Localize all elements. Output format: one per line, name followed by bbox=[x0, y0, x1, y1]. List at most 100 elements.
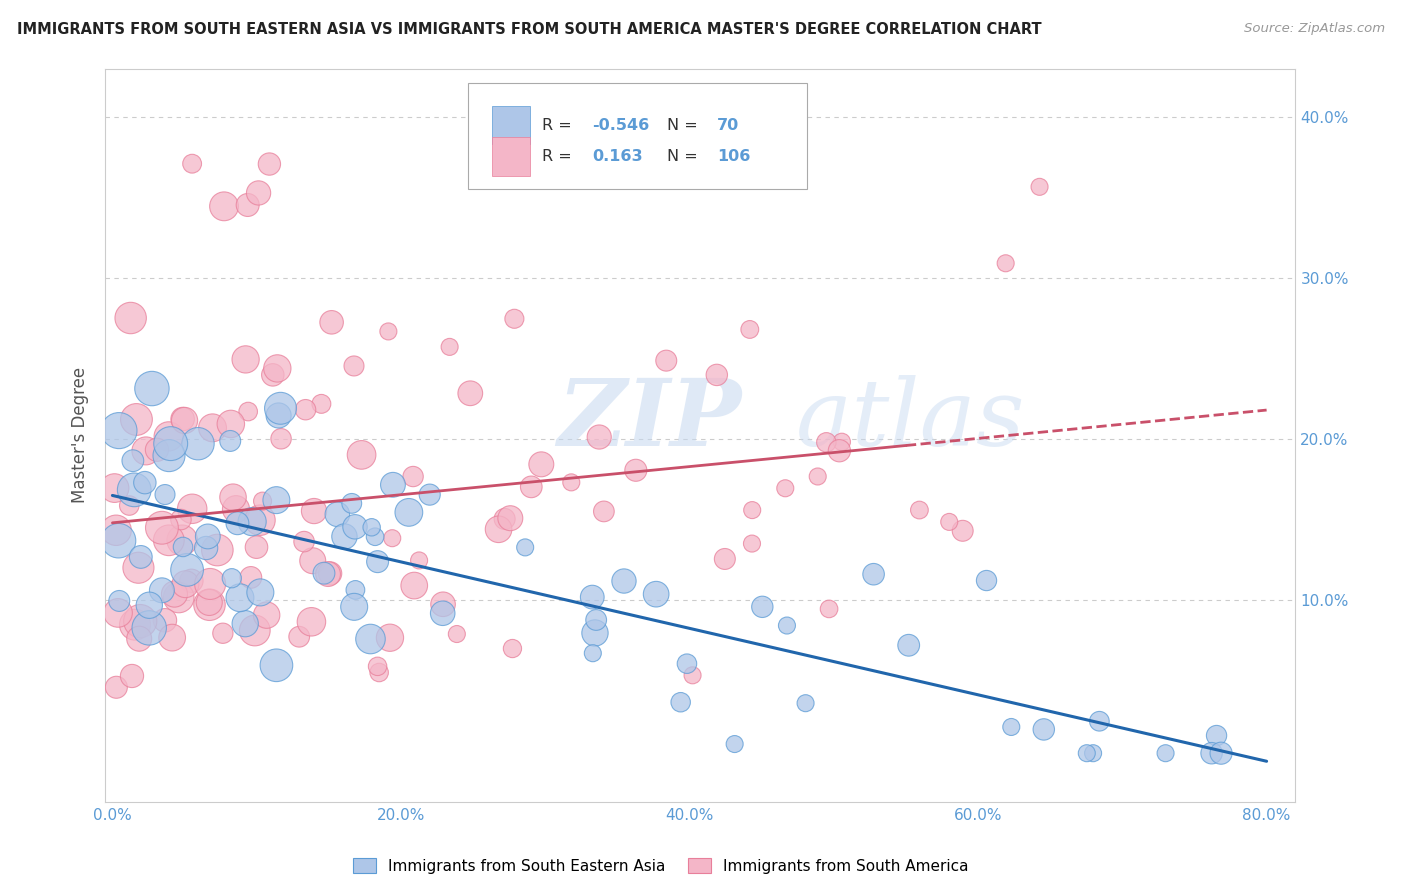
Point bbox=[157, 449, 180, 463]
Point bbox=[581, 590, 603, 604]
Point bbox=[776, 618, 799, 632]
Point bbox=[176, 563, 198, 577]
Point bbox=[432, 597, 454, 611]
Point bbox=[676, 657, 699, 671]
Point bbox=[724, 737, 747, 751]
Point bbox=[141, 382, 163, 396]
Point bbox=[938, 515, 960, 529]
Point bbox=[288, 630, 311, 644]
Text: IMMIGRANTS FROM SOUTH EASTERN ASIA VS IMMIGRANTS FROM SOUTH AMERICA MASTER'S DEG: IMMIGRANTS FROM SOUTH EASTERN ASIA VS IM… bbox=[17, 22, 1042, 37]
Point bbox=[312, 566, 335, 581]
Point bbox=[520, 480, 543, 494]
Point bbox=[1205, 729, 1227, 743]
Point bbox=[229, 591, 252, 605]
Point bbox=[367, 555, 389, 569]
Point bbox=[301, 615, 323, 629]
Point bbox=[236, 198, 259, 212]
Point bbox=[219, 434, 242, 448]
Point bbox=[408, 553, 430, 567]
Point bbox=[294, 402, 316, 417]
Point bbox=[170, 512, 193, 526]
Text: -0.546: -0.546 bbox=[592, 118, 650, 133]
Point bbox=[583, 626, 606, 640]
Legend: Immigrants from South Eastern Asia, Immigrants from South America: Immigrants from South Eastern Asia, Immi… bbox=[347, 852, 974, 880]
Point bbox=[1209, 746, 1232, 760]
Point bbox=[488, 522, 510, 536]
Point bbox=[172, 540, 194, 554]
Point bbox=[125, 412, 148, 426]
Text: R =: R = bbox=[543, 149, 576, 164]
Point bbox=[108, 594, 131, 608]
Point bbox=[172, 412, 194, 426]
Point bbox=[976, 574, 998, 588]
Point bbox=[831, 434, 853, 449]
Point bbox=[157, 533, 180, 548]
Point bbox=[128, 632, 150, 646]
Point bbox=[862, 567, 884, 582]
Point bbox=[1000, 720, 1022, 734]
Point bbox=[404, 578, 426, 592]
Point bbox=[360, 520, 382, 534]
Point bbox=[150, 521, 173, 535]
Point bbox=[343, 520, 366, 534]
Point bbox=[240, 515, 263, 529]
Point bbox=[108, 424, 131, 438]
Point bbox=[377, 325, 399, 339]
Point bbox=[138, 599, 160, 613]
Point bbox=[364, 530, 387, 544]
Point bbox=[807, 469, 830, 483]
Y-axis label: Master's Degree: Master's Degree bbox=[72, 367, 89, 503]
Point bbox=[163, 587, 186, 601]
Point bbox=[381, 477, 404, 491]
Point bbox=[381, 531, 404, 545]
Point bbox=[530, 458, 553, 472]
Point bbox=[173, 413, 195, 427]
Point bbox=[266, 493, 288, 508]
Point bbox=[501, 641, 523, 656]
Point bbox=[129, 549, 152, 564]
Point bbox=[270, 401, 292, 416]
Point bbox=[1154, 746, 1177, 760]
Point bbox=[588, 430, 610, 444]
Point bbox=[174, 577, 197, 591]
Text: N =: N = bbox=[666, 118, 703, 133]
Point bbox=[292, 534, 315, 549]
Point bbox=[259, 157, 281, 171]
Point bbox=[1081, 746, 1104, 760]
Point bbox=[682, 668, 704, 682]
Point bbox=[494, 512, 516, 526]
Point bbox=[1032, 723, 1054, 737]
Point bbox=[195, 541, 218, 555]
Point bbox=[138, 621, 160, 635]
Point bbox=[167, 591, 190, 605]
Text: 70: 70 bbox=[717, 118, 740, 133]
Point bbox=[897, 638, 920, 652]
Point bbox=[219, 417, 242, 431]
Point bbox=[316, 567, 339, 582]
Point bbox=[1201, 746, 1223, 760]
Text: atlas: atlas bbox=[796, 376, 1025, 466]
Point bbox=[714, 552, 737, 566]
Point bbox=[515, 541, 537, 555]
Point bbox=[402, 469, 425, 483]
Point bbox=[201, 421, 224, 435]
Point bbox=[706, 368, 728, 382]
Point bbox=[120, 311, 142, 326]
FancyBboxPatch shape bbox=[468, 83, 807, 189]
Point bbox=[560, 475, 582, 490]
Point bbox=[624, 463, 647, 477]
Point bbox=[367, 659, 389, 673]
Point bbox=[122, 483, 145, 497]
Point bbox=[321, 315, 343, 329]
Point bbox=[233, 616, 256, 631]
Point bbox=[738, 322, 761, 336]
Point bbox=[343, 359, 366, 373]
Text: 106: 106 bbox=[717, 149, 751, 164]
Point bbox=[398, 505, 420, 519]
Point bbox=[157, 429, 180, 443]
Point bbox=[198, 595, 221, 609]
Point bbox=[172, 533, 194, 548]
Point bbox=[267, 409, 290, 423]
Point bbox=[1076, 746, 1098, 760]
Point bbox=[669, 695, 692, 709]
